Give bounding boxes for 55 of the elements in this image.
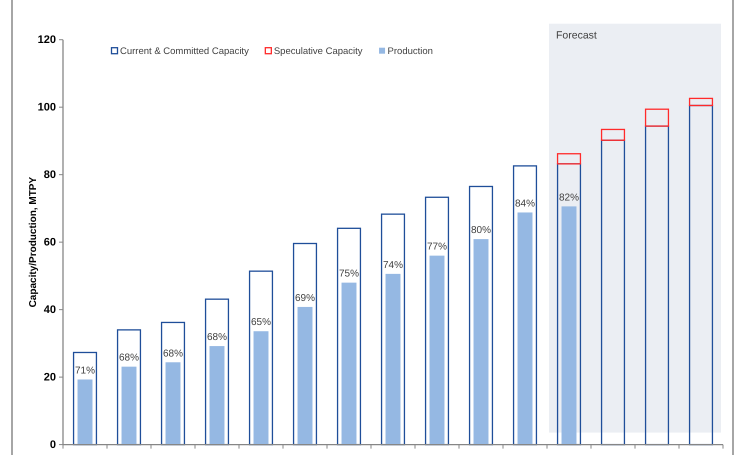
annotation: 68% [206,332,228,344]
bar [518,212,532,445]
bar [644,125,670,446]
bar [248,270,274,446]
bar [512,165,538,446]
annotation: 75% [338,268,360,280]
bar [468,186,494,446]
y-tick-label: 80 [44,169,56,182]
bar [556,153,582,165]
annotation: 84% [514,198,536,210]
bar [600,140,626,446]
bar [78,379,92,445]
bar [204,298,230,446]
bar [254,331,268,445]
annotation: 82% [558,192,580,204]
bar [562,206,576,445]
annotation: 65% [250,317,272,328]
bar [688,98,714,106]
annotation: 80% [470,225,492,236]
bar [600,128,626,141]
annotation: 68% [118,352,140,364]
bar [386,274,400,445]
bar [72,352,98,446]
bar [298,306,312,445]
annotation: 69% [294,292,316,304]
bar [380,213,406,446]
bar [474,239,488,445]
annotation: 74% [382,260,404,271]
legend-label: Production [388,46,433,58]
bar [166,362,180,445]
legend-label: Current & Committed Capacity [120,46,250,58]
bar [556,163,582,446]
annotation: 71% [74,365,96,376]
bar [122,366,136,445]
legend-label: Speculative Capacity [274,46,363,58]
bar [292,242,318,446]
bar [430,256,444,445]
y-tick-label: 0 [50,439,56,452]
bar [116,329,142,446]
y-tick-label: 120 [38,34,56,46]
bar [336,228,362,446]
annotation: 68% [162,348,184,360]
y-tick-label: 60 [44,236,56,249]
annotation: 77% [426,242,448,253]
bar [688,104,714,446]
bar [210,346,224,445]
y-tick-label: 100 [38,102,56,114]
y-tick-label: 40 [44,304,56,316]
bar [424,196,450,446]
bar [342,282,356,445]
bar [160,322,186,446]
y-axis-title: Capacity/Production, MTPY [28,176,39,308]
bar [644,108,670,127]
annotation: Forecast [556,30,597,42]
y-tick-label: 20 [44,372,56,384]
